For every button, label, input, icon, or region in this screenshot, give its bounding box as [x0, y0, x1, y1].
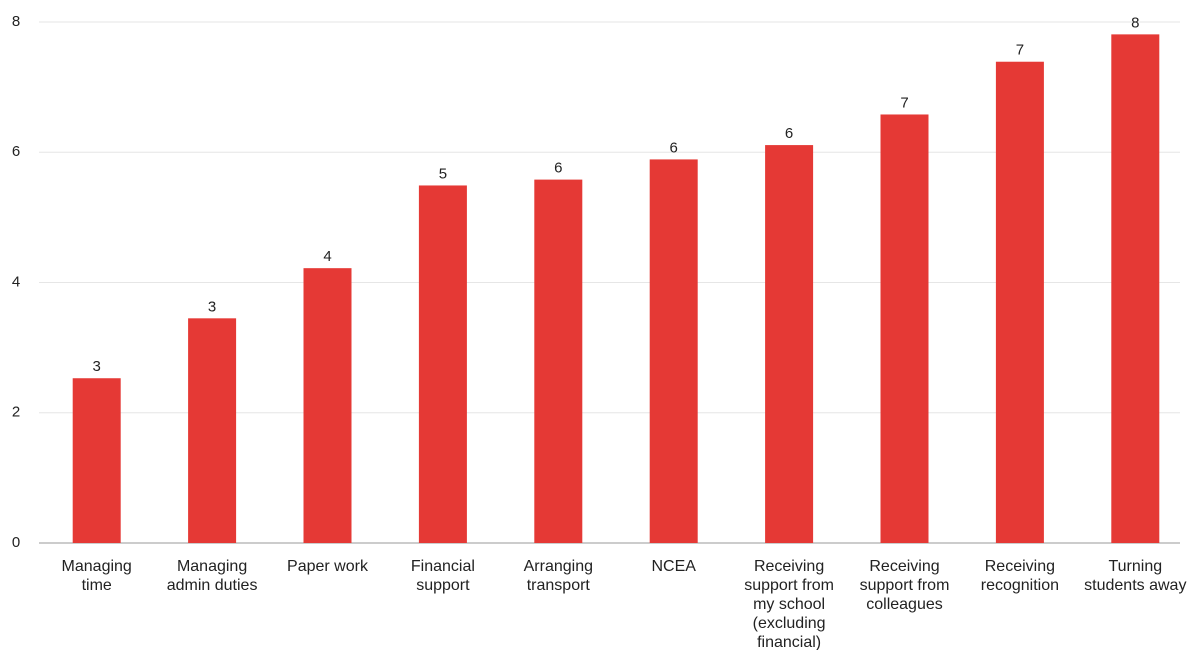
bar: [1111, 34, 1160, 543]
value-label: 6: [670, 139, 678, 156]
value-label: 5: [439, 165, 447, 182]
value-label: 8: [1131, 14, 1139, 31]
value-label: 7: [900, 94, 908, 111]
y-tick-label: 4: [12, 273, 20, 290]
value-label: 3: [208, 298, 216, 315]
x-tick-label: Paper work: [287, 558, 368, 575]
value-label: 4: [323, 248, 331, 265]
x-tick-label: Managing admin duties: [166, 558, 258, 594]
x-tick-label: Receiving support from colleagues: [859, 558, 950, 613]
x-tick-label: NCEA: [651, 558, 696, 575]
x-tick-label: Turning students away: [1084, 558, 1187, 594]
bar: [72, 378, 121, 543]
value-label: 6: [554, 160, 562, 177]
bar: [534, 179, 583, 544]
value-label: 3: [93, 358, 101, 375]
x-tick-label: Managing time: [61, 558, 132, 594]
bar: [649, 159, 698, 543]
x-tick-label: Arranging transport: [523, 558, 593, 594]
value-label: 7: [1016, 42, 1024, 59]
x-tick-label: Receiving support from my school (exclud…: [744, 558, 834, 650]
y-tick-label: 0: [12, 534, 20, 551]
bar: [188, 318, 237, 543]
x-tick-label: Receiving recognition: [980, 558, 1060, 594]
bar: [995, 61, 1044, 543]
bar: [418, 185, 467, 543]
y-tick-label: 8: [12, 13, 20, 30]
y-tick-label: 2: [12, 404, 20, 421]
x-tick-label: Financial support: [410, 558, 475, 594]
y-tick-label: 6: [12, 143, 20, 160]
bar: [880, 114, 929, 543]
value-label: 6: [785, 125, 793, 142]
bar: [765, 145, 814, 543]
bar: [303, 268, 352, 543]
